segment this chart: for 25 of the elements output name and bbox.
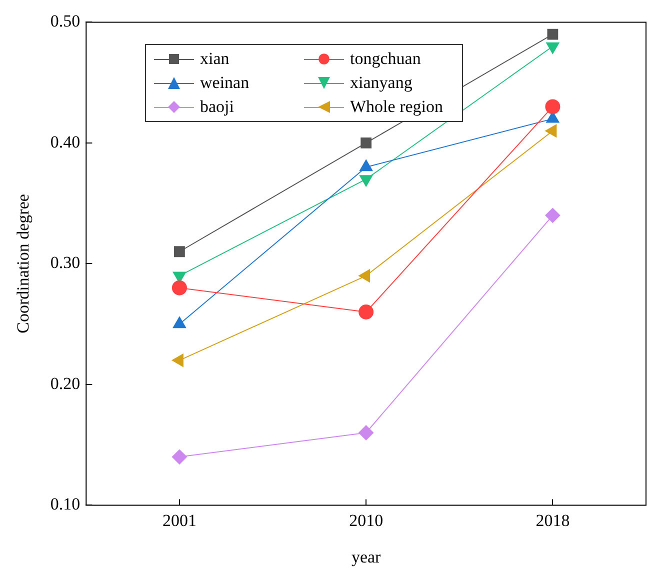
legend-label: xian [200, 49, 230, 69]
legend-label: baoji [200, 97, 234, 117]
x-tick-label: 2001 [162, 510, 196, 530]
y-tick-label: 0.20 [50, 374, 80, 393]
y-tick-label: 0.50 [50, 12, 80, 31]
point [174, 246, 185, 258]
point [358, 425, 374, 440]
point [172, 280, 187, 296]
x-tick-label: 2010 [349, 510, 384, 530]
y-tick-label: 0.30 [50, 253, 80, 272]
legend-label: tongchuan [350, 49, 421, 69]
point [358, 304, 374, 320]
point [545, 208, 560, 223]
x-axis-title: year [351, 547, 382, 566]
point [360, 138, 372, 148]
point [172, 449, 187, 464]
point [547, 28, 558, 40]
y-axis-title: Coordination degree [14, 194, 33, 334]
legend-label: Whole region [350, 97, 443, 117]
y-tick-label: 0.40 [50, 132, 80, 152]
point [545, 99, 560, 114]
legend-label: weinan [200, 73, 250, 93]
legend-label: xianyang [350, 73, 412, 93]
y-tick-label: 0.10 [50, 494, 80, 514]
x-tick-label: 2018 [536, 510, 570, 530]
